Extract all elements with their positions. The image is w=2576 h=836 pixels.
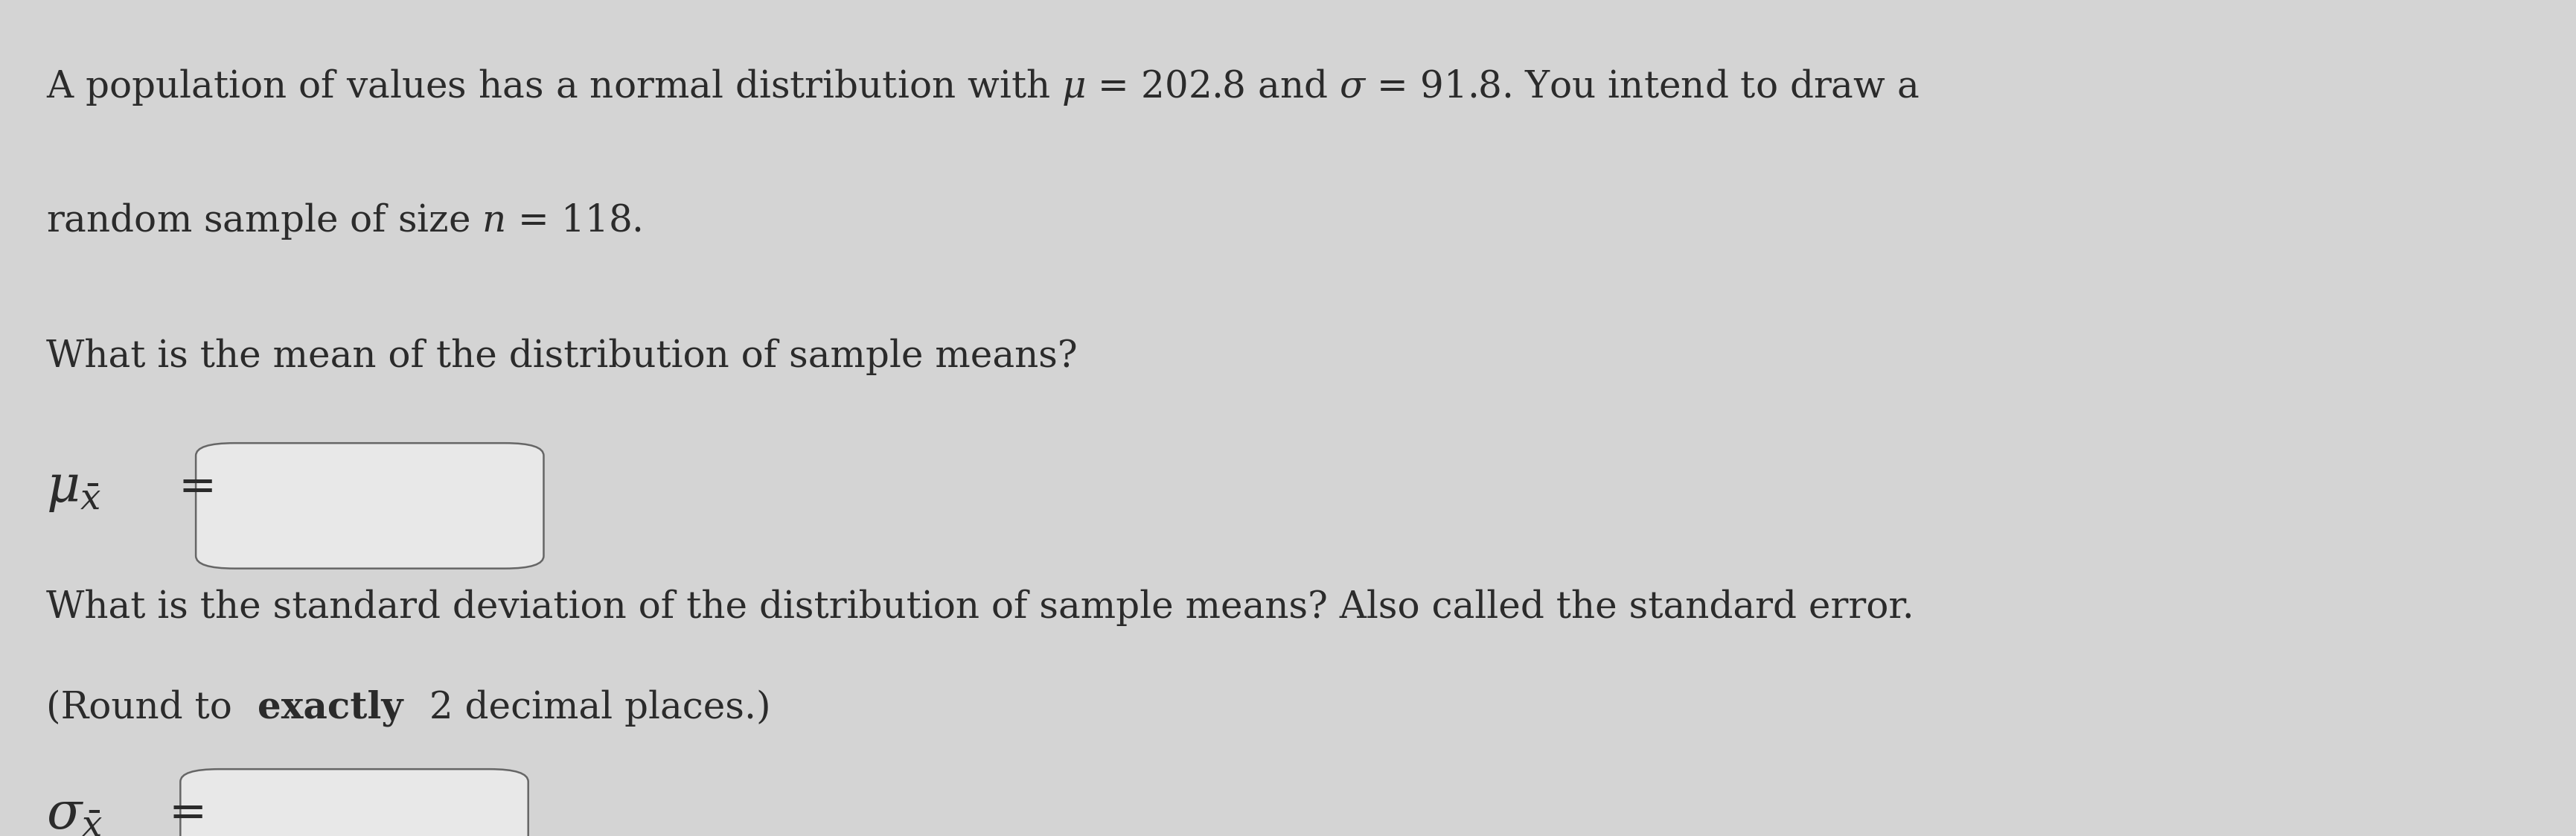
Text: random sample of size $n$ = 118.: random sample of size $n$ = 118. <box>46 201 641 241</box>
FancyBboxPatch shape <box>196 443 544 568</box>
Text: $=$: $=$ <box>160 790 204 834</box>
Text: What is the standard deviation of the distribution of sample means? Also called : What is the standard deviation of the di… <box>46 589 1914 626</box>
Text: $\mu_{\bar{x}}$: $\mu_{\bar{x}}$ <box>46 464 100 513</box>
Text: exactly: exactly <box>258 690 402 726</box>
Text: What is the mean of the distribution of sample means?: What is the mean of the distribution of … <box>46 339 1077 375</box>
FancyBboxPatch shape <box>180 769 528 836</box>
Text: 2 decimal places.): 2 decimal places.) <box>417 690 770 726</box>
Text: $=$: $=$ <box>170 464 214 508</box>
Text: A population of values has a normal distribution with $\mu$ = 202.8 and $\sigma$: A population of values has a normal dist… <box>46 67 1919 107</box>
Text: $\sigma_{\bar{x}}$: $\sigma_{\bar{x}}$ <box>46 790 103 836</box>
Text: (Round to: (Round to <box>46 690 245 726</box>
